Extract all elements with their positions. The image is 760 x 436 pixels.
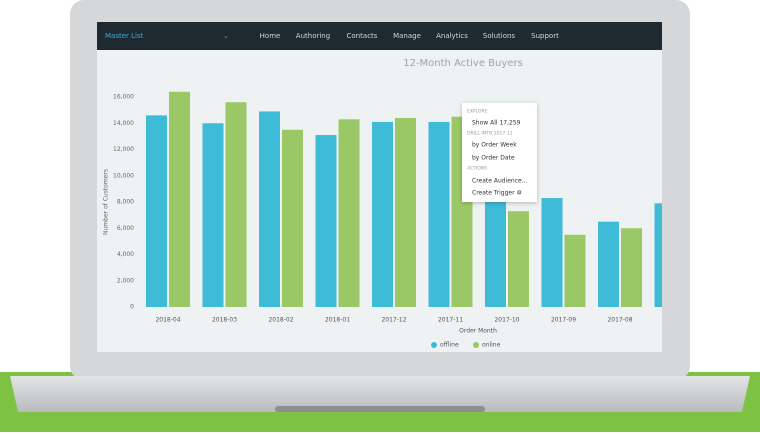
menu-item[interactable]: by Order Date xyxy=(472,155,515,162)
y-tick-label: 6,000 xyxy=(117,225,134,232)
y-axis-label: Number of Customers xyxy=(103,169,110,235)
x-tick-label: 2018-01 xyxy=(325,317,350,324)
plot xyxy=(146,91,662,307)
x-tick-label: 2017-10 xyxy=(494,317,519,324)
nav-item[interactable]: Home xyxy=(260,32,281,40)
nav-item[interactable]: Solutions xyxy=(483,32,516,40)
y-tick-label: 14,000 xyxy=(113,120,134,127)
legend-swatch xyxy=(431,342,437,348)
x-tick-label: 2017-09 xyxy=(551,317,576,324)
bar xyxy=(225,102,247,307)
context-menu xyxy=(462,103,537,202)
x-tick-label: 2018-02 xyxy=(268,317,293,324)
bar xyxy=(485,188,506,307)
x-tick-label: 2018-04 xyxy=(155,317,180,324)
bar xyxy=(169,91,190,307)
bar xyxy=(146,115,167,307)
bar xyxy=(202,123,224,307)
bar xyxy=(315,135,337,307)
list-selector[interactable]: Master List xyxy=(105,32,144,40)
y-tick-label: 4,000 xyxy=(117,251,134,258)
bar xyxy=(541,198,563,307)
bar xyxy=(621,228,642,307)
laptop-base xyxy=(10,376,750,412)
y-tick-label: 2,000 xyxy=(117,277,134,284)
x-tick-label: 2018-03 xyxy=(212,317,237,324)
y-tick-label: 16,000 xyxy=(113,94,134,101)
x-tick-label: 2017-11 xyxy=(438,317,463,324)
x-tick-label: 2017-12 xyxy=(381,317,406,324)
menu-header: ACTIONS xyxy=(467,166,487,172)
x-axis-label: Order Month xyxy=(459,328,497,335)
menu-item[interactable]: Create Trigger ⚙ xyxy=(472,190,522,197)
bar xyxy=(654,203,662,307)
chart-title: 12-Month Active Buyers xyxy=(403,58,523,69)
y-tick-label: 10,000 xyxy=(113,172,134,179)
nav-item[interactable]: Support xyxy=(531,32,559,40)
laptop-notch xyxy=(275,406,485,412)
menu-item[interactable]: Show All 17,259 xyxy=(472,120,521,127)
menu-item[interactable]: by Order Week xyxy=(472,142,517,149)
menu-header: EXPLORE xyxy=(467,109,488,115)
chevron[interactable]: ⌄ xyxy=(223,32,229,40)
bar xyxy=(282,129,303,307)
menu-items: EXPLORE Show All 17,259 DRILL INTO 2017-11… xyxy=(467,109,528,197)
bar xyxy=(372,121,393,307)
legend-label: online xyxy=(482,342,501,349)
bar xyxy=(338,119,360,307)
bar xyxy=(428,121,450,307)
nav-item[interactable]: Analytics xyxy=(436,32,468,40)
legend-label: offline xyxy=(440,342,459,349)
y-tick-label: 12,000 xyxy=(113,146,134,153)
menu-header: DRILL INTO 2017-11 xyxy=(467,131,513,137)
nav-item[interactable]: Authoring xyxy=(296,32,330,40)
y-tick-label: 8,000 xyxy=(117,199,134,206)
nav-item[interactable]: Contacts xyxy=(347,32,378,40)
bar xyxy=(259,111,280,307)
legend-swatch xyxy=(473,342,479,348)
bar xyxy=(508,211,529,307)
nav-items: Home Authoring Contacts Manage Analytics Solu… xyxy=(260,32,559,40)
legend: offline online xyxy=(431,342,501,349)
y-tick-label: 0 xyxy=(130,304,134,311)
x-tick-label: 2017-08 xyxy=(607,317,632,324)
bar xyxy=(395,118,416,307)
nav-bar xyxy=(97,22,662,50)
nav-item[interactable]: Manage xyxy=(393,32,421,40)
bar xyxy=(598,221,619,307)
bar xyxy=(564,234,586,307)
menu-item[interactable]: Create Audience... xyxy=(472,178,528,185)
